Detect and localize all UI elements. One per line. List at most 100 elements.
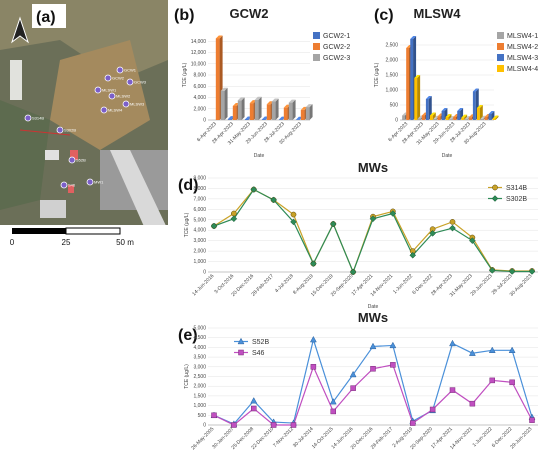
data-point-S46 xyxy=(390,362,396,368)
y-tick-label: 6,000 xyxy=(193,84,206,90)
data-point-S302B xyxy=(230,215,238,223)
well-marker xyxy=(60,181,68,189)
bar-side-MLSW4-4 xyxy=(417,75,421,120)
map-site-area xyxy=(50,40,150,150)
scale-bar: 0 25 50 m xyxy=(10,227,134,247)
map-red-structure-1 xyxy=(70,150,78,160)
well-label: MLSW3 xyxy=(130,102,145,107)
y-tick-label: 14,000 xyxy=(191,39,207,45)
data-point-S302B xyxy=(508,268,516,275)
bar-MLSW4-3 xyxy=(472,91,476,120)
well-marker xyxy=(56,126,64,134)
y-tick-label: 1,000 xyxy=(193,403,206,409)
bar-top-GCW2-3 xyxy=(237,97,245,101)
well-marker xyxy=(116,66,124,74)
panel-a-letter-box xyxy=(32,4,66,28)
data-point-S46 xyxy=(310,364,317,370)
y-tick-label: 500 xyxy=(390,103,399,109)
bar-top-MLSW4-4 xyxy=(429,112,436,116)
y-tick-label: 4,000 xyxy=(193,95,206,101)
data-point-S52B xyxy=(389,341,397,349)
bar-MLSW4-2 xyxy=(421,115,425,120)
series-line-S314B xyxy=(213,188,532,274)
bar-GCW2-2 xyxy=(283,107,288,120)
y-tick-label: 9,000 xyxy=(193,176,206,182)
data-point-S46 xyxy=(290,422,297,428)
x-axis-title: Date xyxy=(254,153,265,159)
well-label: MLSW4 xyxy=(108,108,123,113)
legend-marker-S52B xyxy=(237,337,245,345)
bar-MLSW4-1 xyxy=(433,118,437,120)
data-point-S302B xyxy=(210,222,218,230)
scale-label-25: 25 xyxy=(62,238,71,247)
scale-label-0: 0 xyxy=(10,238,15,247)
bar-MLSW4-1 xyxy=(480,118,484,120)
bar-GCW2-3 xyxy=(254,99,259,120)
y-axis-title: TCE (µg/L) xyxy=(184,364,190,389)
legend-swatch-GCW2-3 xyxy=(313,54,320,61)
y-tick-label: 2,500 xyxy=(385,43,398,49)
bar-MLSW4-4 xyxy=(429,115,433,120)
data-point-S52B xyxy=(488,346,496,353)
y-tick-label: 5,000 xyxy=(193,326,206,332)
x-tick-label: 29-Jun-2023 xyxy=(470,273,494,297)
data-point-S302B xyxy=(270,196,277,204)
legend-marker-S314B xyxy=(492,184,498,191)
y-tick-label: 12,000 xyxy=(191,50,207,56)
chart-title: MWs xyxy=(358,310,388,325)
chart-title: MWs xyxy=(358,160,388,175)
data-point-S46 xyxy=(270,422,277,428)
bar-top-MLSW4-4 xyxy=(476,105,483,108)
map-boundary-line xyxy=(19,129,71,136)
series-line-S46 xyxy=(213,364,533,426)
legend-label-S52B: S52B xyxy=(252,339,269,346)
bar-MLSW4-3 xyxy=(441,111,445,120)
legend-label-GCW2-1: GCW2-1 xyxy=(323,33,350,40)
data-point-S302B xyxy=(369,215,377,223)
y-tick-label: 1,000 xyxy=(193,259,206,265)
data-point-S46 xyxy=(469,400,476,407)
bar-side-MLSW4-4 xyxy=(495,115,499,120)
legend-swatch-MLSW4-3 xyxy=(497,54,504,61)
series-line-S302B xyxy=(213,188,532,274)
data-point-S302B xyxy=(469,237,476,245)
y-tick-label: 1,000 xyxy=(385,88,398,94)
bar-GCW2-3 xyxy=(220,90,225,120)
bar-GCW2-2 xyxy=(215,38,220,120)
data-point-S302B xyxy=(310,260,317,267)
well-marker xyxy=(126,78,134,86)
panel-letter: (b) xyxy=(174,7,194,24)
legend-label-S46: S46 xyxy=(252,350,265,357)
well-label: GCW1 xyxy=(124,68,137,73)
bar-side-GCW2-3 xyxy=(258,96,262,120)
legend-marker-S46 xyxy=(238,349,244,356)
scale-bar-segment-2 xyxy=(65,227,121,235)
y-tick-label: 2,000 xyxy=(193,106,206,112)
bar-MLSW4-4 xyxy=(461,117,465,120)
legend-marker-S302B xyxy=(491,195,499,202)
panel-letter: (e) xyxy=(178,327,198,344)
bar-MLSW4-1 xyxy=(464,119,468,120)
well-marker xyxy=(68,156,76,164)
bar-side-MLSW4-4 xyxy=(432,112,436,120)
chart-mlsw4: (c) MLSW4 0 500 1,000 1,500 2,000 2,500 TCE (µg/… xyxy=(374,6,538,159)
legend-swatch-MLSW4-1 xyxy=(497,32,504,39)
bar-GCW2-2 xyxy=(249,103,254,120)
y-tick-label: 0 xyxy=(395,118,398,124)
data-point-S302B xyxy=(409,251,417,259)
data-point-S46 xyxy=(449,387,456,393)
y-tick-label: 0 xyxy=(203,118,206,124)
bar-MLSW4-1 xyxy=(402,115,405,120)
bar-top-MLSW4-3 xyxy=(410,36,417,39)
y-tick-label: 3,000 xyxy=(193,364,206,370)
bar-GCW2-3 xyxy=(237,100,242,120)
well-label: S46 xyxy=(68,183,76,188)
bar-top-MLSW4-3 xyxy=(425,96,432,99)
y-tick-label: 7,000 xyxy=(193,196,206,202)
bar-MLSW4-2 xyxy=(484,117,488,120)
chart-mws-e: (e) MWs 0 500 1,000 1,500 2,000 2,500 3,000 3,500… xyxy=(178,310,538,451)
data-point-S302B xyxy=(488,267,496,274)
x-tick-label: 14-Jun-2016 xyxy=(191,273,215,297)
bar-side-GCW2-3 xyxy=(292,99,296,120)
